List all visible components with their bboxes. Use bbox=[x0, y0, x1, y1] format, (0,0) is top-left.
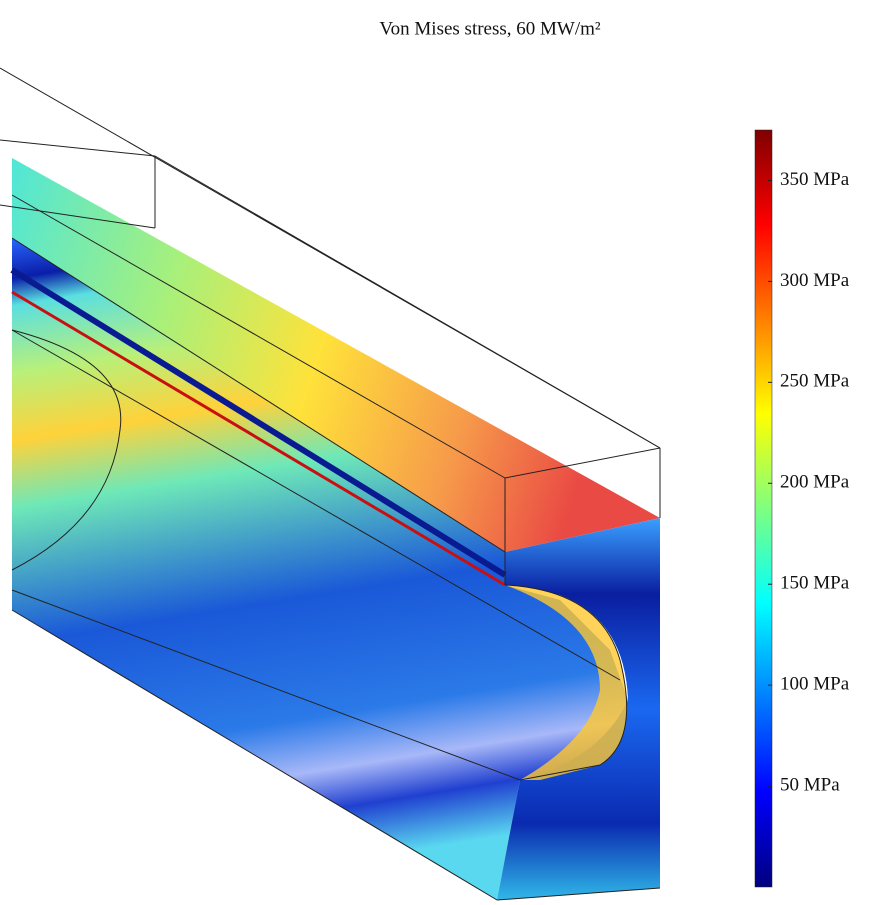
wireframe bbox=[0, 67, 661, 901]
colorbar-tick-label: 350 MPa bbox=[780, 169, 850, 190]
wire-edge bbox=[11, 609, 498, 901]
wire-arc bbox=[504, 584, 628, 781]
colorbar-tick-label: 200 MPa bbox=[780, 472, 850, 493]
top-face bbox=[12, 158, 660, 552]
wire-edge bbox=[496, 887, 661, 901]
colorbar-tick-label: 100 MPa bbox=[780, 673, 850, 694]
wire-edge bbox=[11, 589, 521, 781]
wire-edge bbox=[504, 447, 661, 479]
wire-edge bbox=[154, 155, 661, 449]
colorbar bbox=[754, 129, 773, 888]
end-hot-zone bbox=[505, 585, 627, 780]
chart-title: Von Mises stress, 60 MW/m² bbox=[379, 18, 601, 39]
wire-edge bbox=[0, 139, 156, 157]
wire-edge bbox=[11, 194, 506, 479]
colorbar-tick-label: 250 MPa bbox=[780, 371, 850, 392]
colorbar-tick-label: 150 MPa bbox=[780, 573, 850, 594]
colorbar-tick-label: 50 MPa bbox=[780, 774, 840, 795]
wire-edge bbox=[0, 204, 156, 229]
wire-edge bbox=[11, 237, 506, 553]
cold-band bbox=[10, 267, 507, 578]
wire-arc bbox=[11, 329, 122, 571]
colorbar-tick-label: 300 MPa bbox=[780, 270, 850, 291]
channel-face bbox=[12, 238, 628, 900]
hot-edge bbox=[11, 290, 506, 587]
stress-field bbox=[10, 158, 660, 900]
end-face bbox=[497, 518, 660, 900]
